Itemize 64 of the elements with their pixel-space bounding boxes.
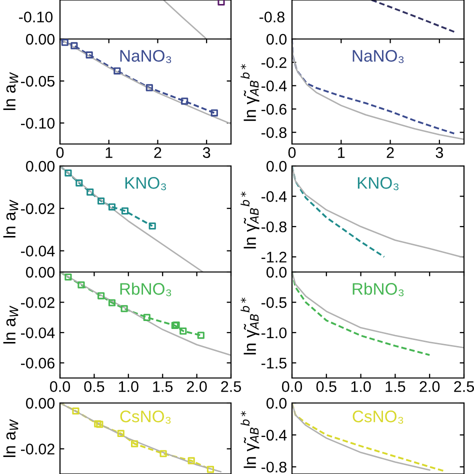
y-tick-label: 0.00 xyxy=(26,398,55,409)
x-tick-label: 1.5 xyxy=(153,381,173,392)
y-tick-label: 0.0 xyxy=(266,266,287,278)
y-tick-label: -0.02 xyxy=(21,444,54,454)
x-tick-label: 2.5 xyxy=(221,381,241,392)
x-tick-label: 1 xyxy=(106,147,112,158)
annotation: CsNO₃ xyxy=(352,410,404,424)
y-tick-label: -0.2 xyxy=(261,57,286,68)
y-tick-label: -0.6 xyxy=(261,104,286,115)
y-tick-label: -0.10 xyxy=(21,118,55,129)
y-tick-label: -0.4 xyxy=(261,80,287,92)
y-tick-label: -0.02 xyxy=(21,203,54,214)
y-axis-title: ln γ̃$_{AB}$$^{b*}$ xyxy=(240,298,260,354)
y-tick-label: -0.06 xyxy=(21,358,54,369)
y-axis-title: ln γ̃$_{AB}$$^{b*}$ xyxy=(240,411,260,468)
y-tick-label: -0.04 xyxy=(21,246,55,256)
y-tick-label: -0.8 xyxy=(261,127,286,138)
y-tick-label: -0.4 xyxy=(261,191,287,202)
y-tick-label: -0.05 xyxy=(21,76,54,87)
x-tick-label: 1.0 xyxy=(351,381,371,392)
y-axis-title: ln γ̃$_{AB}$$^{b*}$ xyxy=(240,64,260,121)
x-tick-label: 2 xyxy=(154,147,162,158)
x-tick-label: 0 xyxy=(56,147,64,158)
y-axis-title: ln a$_{W}$ xyxy=(3,306,18,344)
x-tick-label: 2 xyxy=(386,147,394,158)
annotation: RbNO₃ xyxy=(120,282,172,296)
annotation: KNO₃ xyxy=(358,177,398,190)
annotation: CsNO₃ xyxy=(120,410,171,424)
y-axis-title: ln a$_{W}$ xyxy=(3,419,18,457)
x-tick-label: 2.0 xyxy=(186,381,207,392)
annotation: RbNO₃ xyxy=(352,282,404,296)
annotation: KNO₃ xyxy=(125,177,166,190)
x-tick-label: 0.0 xyxy=(50,381,70,392)
y-tick-label: -0.8 xyxy=(261,462,286,473)
y-tick-label: -0.4 xyxy=(261,430,287,441)
y-tick-label: -0.04 xyxy=(21,327,55,338)
y-tick-label: -1.5 xyxy=(261,358,286,369)
y-tick-label: 0.00 xyxy=(26,34,55,45)
y-axis-title: ln γ̃$_{AB}$$^{b*}$ xyxy=(240,192,260,248)
x-tick-label: 3 xyxy=(202,147,210,158)
x-tick-label: 1.0 xyxy=(118,381,138,392)
y-tick-label: -1.2 xyxy=(261,252,286,262)
x-tick-label: 2.0 xyxy=(420,381,440,392)
x-tick-label: 3 xyxy=(436,147,444,158)
y-tick-label: -0.8 xyxy=(261,221,286,232)
x-tick-label: 1 xyxy=(338,147,345,158)
y-tick-label: -0.5 xyxy=(261,297,286,308)
y-tick-label: -1.0 xyxy=(261,327,287,338)
x-tick-label: 2.5 xyxy=(454,381,474,392)
y-tick-label: 0.00 xyxy=(26,266,55,278)
y-axis-title: ln a$_{W}$ xyxy=(3,200,18,238)
y-tick-label: 0.0 xyxy=(266,160,287,172)
x-tick-label: 0.5 xyxy=(316,381,336,392)
y-tick-label: 0.00 xyxy=(26,160,55,172)
x-tick-label: 0.0 xyxy=(282,381,302,392)
annotation: NaNO₃ xyxy=(120,50,172,64)
x-tick-label: 1.5 xyxy=(386,381,406,392)
x-tick-label: 0.5 xyxy=(84,381,104,392)
y-tick-label: 0.0 xyxy=(266,34,287,45)
y-tick-label: -0.02 xyxy=(21,297,54,308)
y-axis-title: ln a$_{W}$ xyxy=(3,72,18,110)
x-tick-label: 0 xyxy=(288,147,296,158)
annotation: NaNO₃ xyxy=(352,50,404,64)
y-tick-label: 0.0 xyxy=(266,398,287,409)
